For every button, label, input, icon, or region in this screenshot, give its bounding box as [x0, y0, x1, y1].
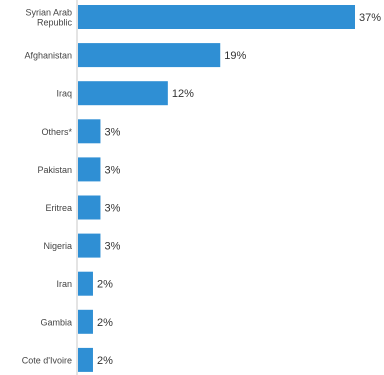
category-label-4: Pakistan — [37, 165, 72, 175]
bar-6 — [78, 233, 101, 258]
bar-1 — [78, 43, 221, 68]
category-label-1: Afghanistan — [24, 51, 72, 61]
value-label-8: 2% — [97, 317, 113, 329]
bar-3 — [78, 119, 101, 144]
value-label-3: 3% — [104, 126, 120, 138]
value-labels-group: 37% 19% 12% 3% 3% 3% 3% 2% 2% 2% — [97, 12, 381, 367]
category-labels-group: Syrian Arab Republic Afghanistan Iraq Others… — [22, 8, 73, 366]
value-label-5: 3% — [104, 203, 120, 215]
value-label-2: 12% — [172, 88, 194, 100]
value-label-0: 37% — [359, 12, 381, 24]
category-label-8: Gambia — [40, 317, 72, 327]
category-label-2: Iraq — [56, 89, 72, 99]
bar-2 — [78, 81, 168, 106]
bar-9 — [78, 347, 93, 372]
category-label-9: Cote d'Ivoire — [22, 355, 72, 365]
category-label-5: Eritrea — [45, 203, 72, 213]
value-label-4: 3% — [104, 164, 120, 176]
bar-5 — [78, 195, 101, 220]
value-label-7: 2% — [97, 279, 113, 291]
category-label-0: Syrian Arab Republic — [25, 8, 72, 28]
category-label-3: Others* — [41, 127, 72, 137]
bar-8 — [78, 309, 93, 334]
value-label-6: 3% — [104, 241, 120, 253]
bar-4 — [78, 157, 101, 182]
bar-7 — [78, 271, 93, 296]
value-label-1: 19% — [224, 50, 246, 62]
value-label-9: 2% — [97, 355, 113, 367]
bars-group — [78, 5, 355, 372]
category-label-7: Iran — [56, 279, 72, 289]
category-label-6: Nigeria — [43, 241, 72, 251]
bar-0 — [78, 5, 355, 29]
